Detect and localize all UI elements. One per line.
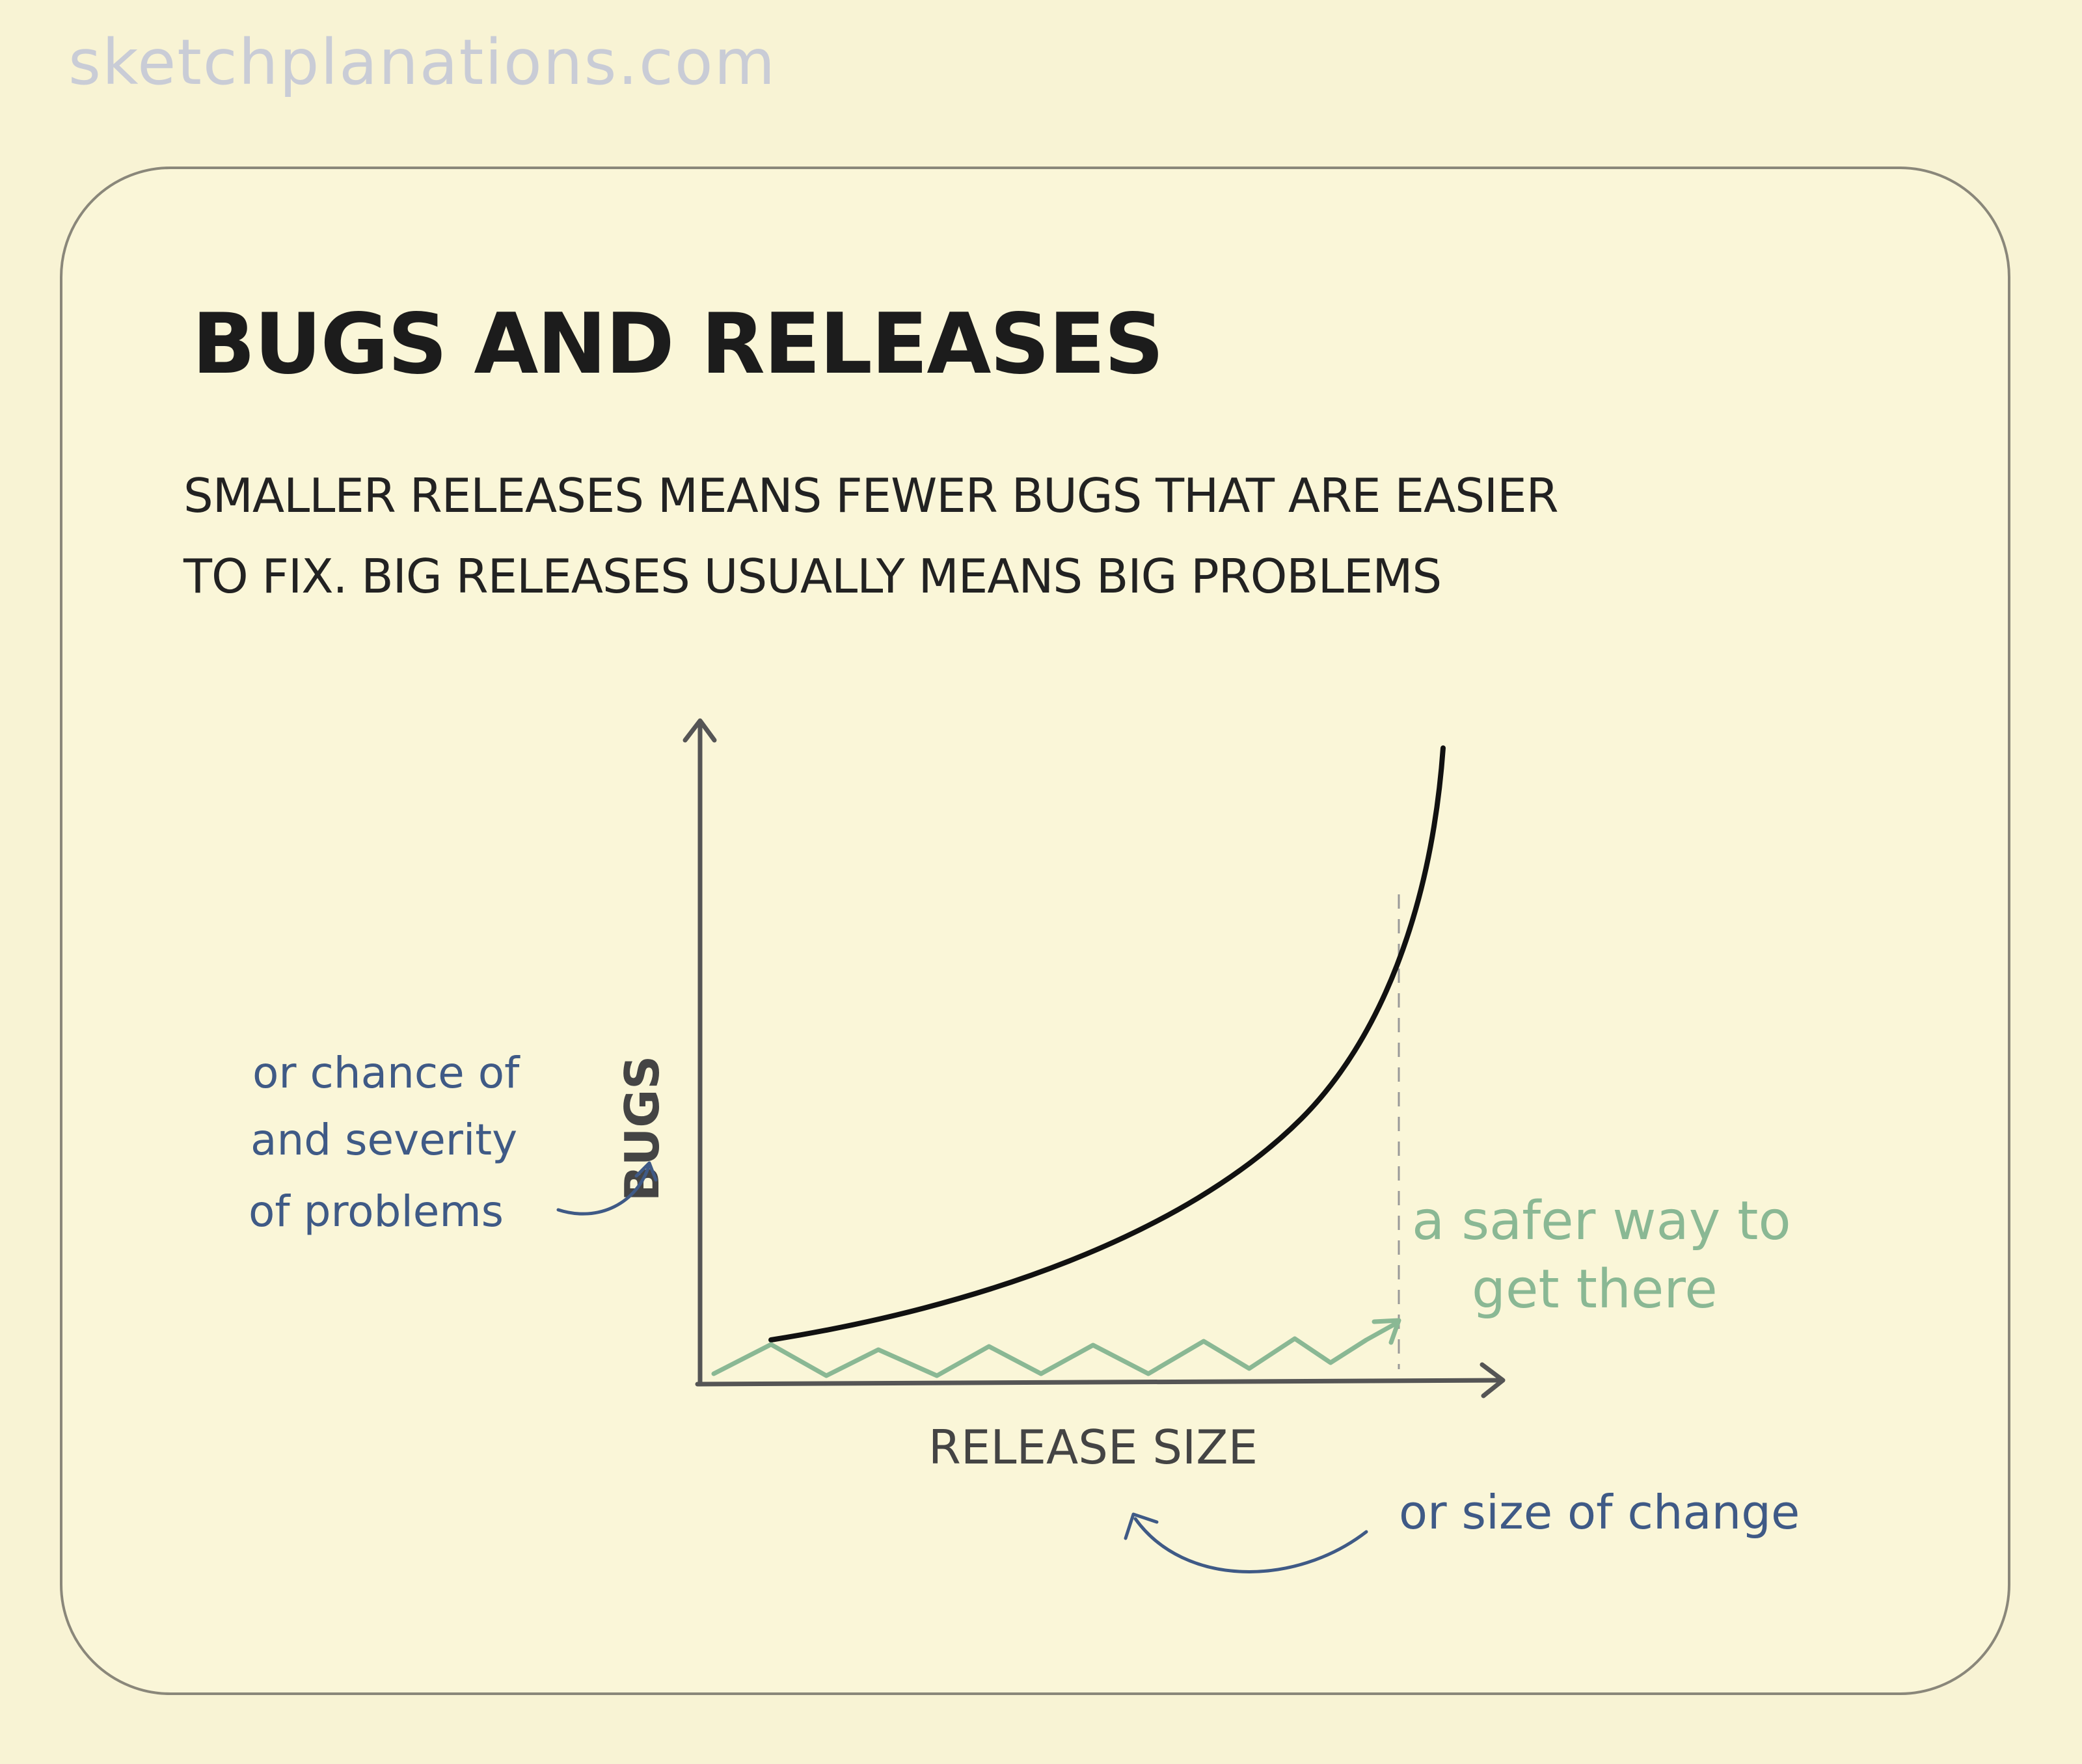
x-axis-label: RELEASE SIZE [928,1420,1258,1475]
subtitle-line-1: SMALLER RELEASES MEANS FEWER BUGS THAT A… [183,468,1559,523]
x-axis-arrowhead [1480,1362,1506,1398]
y-note-line-1: or chance of [252,1048,520,1098]
y-axis-label: BUGS [615,1056,669,1201]
safer-way-line-1: a safer way to [1412,1190,1791,1252]
x-note-arrow [1133,1517,1368,1573]
safer-way-line-2: get there [1472,1259,1718,1320]
safer-way-zigzag [711,1321,1398,1378]
subtitle: SMALLER RELEASES MEANS FEWER BUGS THAT A… [183,455,1940,617]
safer-way-arrowhead [1372,1318,1401,1345]
y-axis-arrowhead [683,718,717,743]
y-note-line-3: of problems [249,1186,504,1236]
x-note-arrowhead [1124,1512,1159,1540]
y-note-line-2: and severity [250,1115,517,1165]
site-watermark: sketchplanations.com [68,26,777,99]
x-axis [695,1378,1502,1387]
sketch-card [60,167,2010,1695]
y-note-arrow [556,1162,651,1216]
subtitle-line-2: TO FIX. BIG RELEASES USUALLY MEANS BIG P… [183,549,1442,604]
x-note: or size of change [1399,1485,1800,1540]
y-note-arrowhead [634,1161,658,1182]
bugs-curve [768,745,1446,1343]
page-title: BUGS AND RELEASES [192,296,1164,393]
